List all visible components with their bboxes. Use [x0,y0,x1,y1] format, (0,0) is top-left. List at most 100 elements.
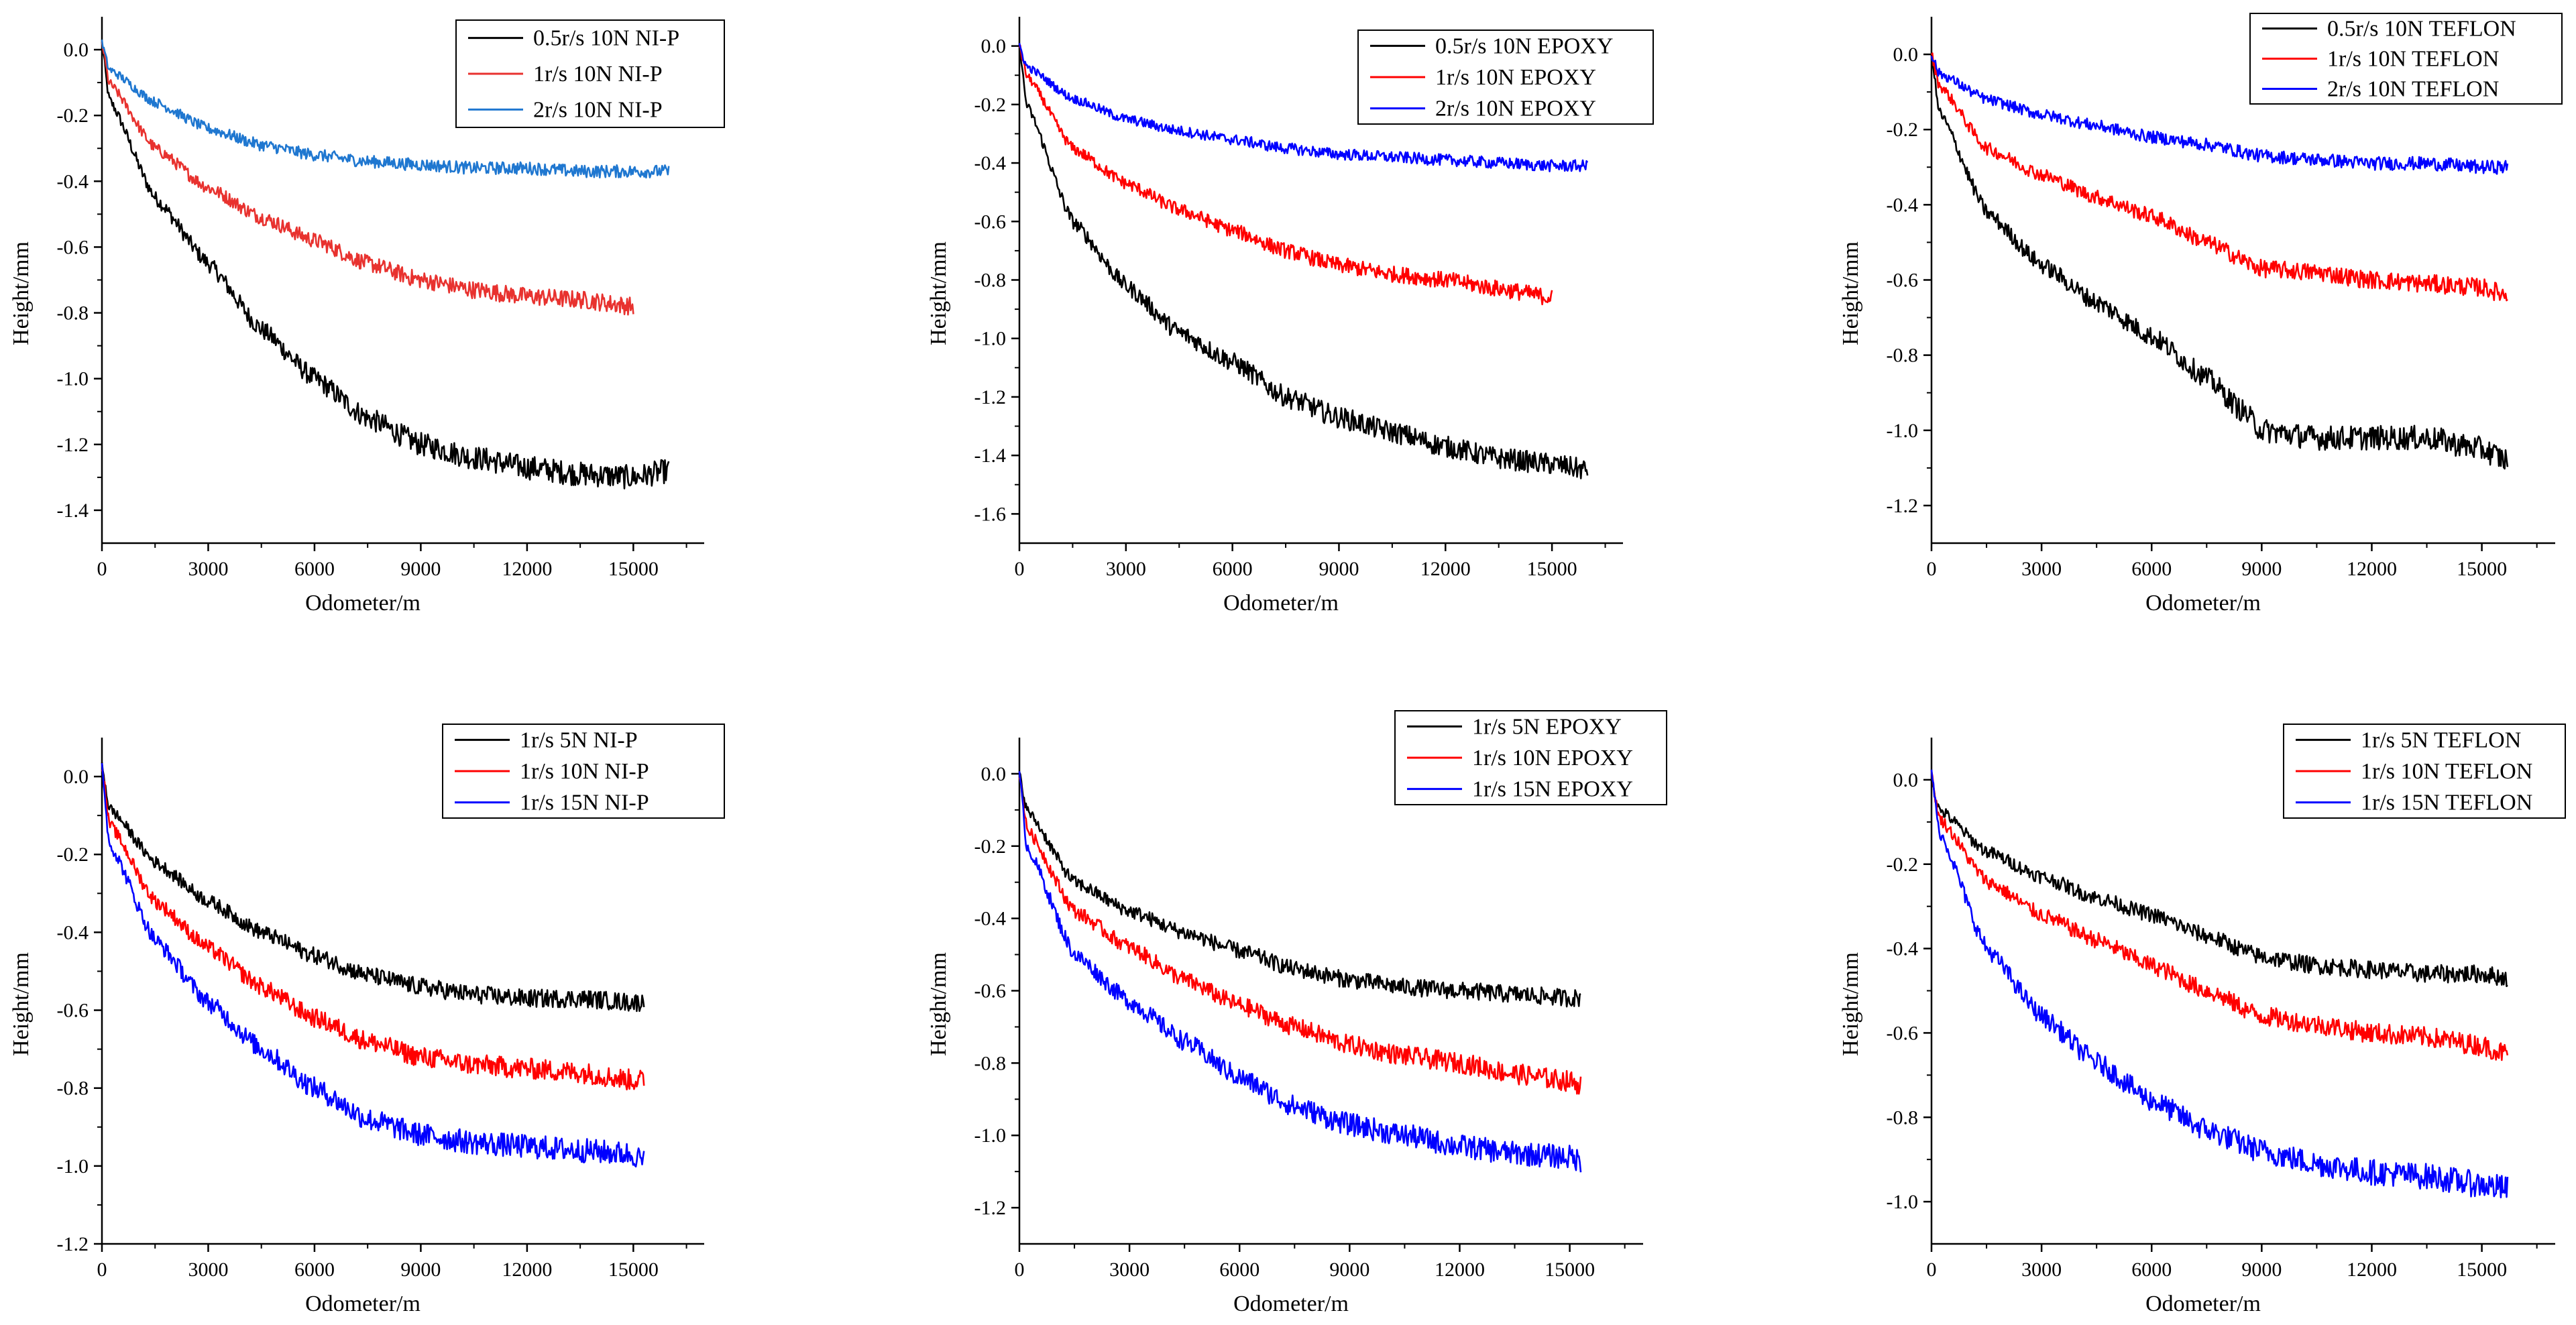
x-tick-label: 0 [1015,1259,1025,1281]
series-line-1 [101,762,645,1013]
y-axis-title: Height/mm [9,952,34,1056]
x-tick-label: 12000 [2347,1259,2397,1281]
y-tick-label: -0.4 [1887,194,1919,216]
legend: 0.5r/s 10N EPOXY 1r/s 10N EPOXY 2r/s 10N E… [1357,30,1654,125]
legend-label: 1r/s 10N TEFLON [2361,759,2532,784]
x-tick-label: 9000 [400,558,441,580]
y-tick-label: -0.6 [974,211,1007,233]
y-tick-label: -0.2 [1887,119,1919,141]
y-tick-label: -0.8 [974,1052,1007,1074]
x-tick-label: 3000 [2021,1259,2062,1281]
legend-label: 1r/s 5N NI-P [520,728,638,752]
legend-label: 0.5r/s 10N TEFLON [2327,17,2516,42]
x-tick-label: 9000 [2241,558,2282,580]
y-tick-label: -1.0 [974,1125,1007,1147]
legend: 1r/s 5N TEFLON 1r/s 10N TEFLON 1r/s 15N TE… [2283,724,2566,819]
y-tick-label: -1.4 [57,500,89,522]
y-tick-label: -1.2 [974,386,1007,408]
y-tick-label: -0.8 [1887,1106,1919,1129]
legend-label: 1r/s 10N TEFLON [2327,47,2499,72]
series-line-3 [1018,771,1582,1173]
series-line-1 [101,42,670,489]
x-tick-label: 0 [1927,1259,1937,1281]
legend: 1r/s 5N EPOXY 1r/s 10N EPOXY 1r/s 15N EPOX… [1394,710,1667,805]
legend-label: 0.5r/s 10N NI-P [533,26,679,51]
x-tick-label: 3000 [1109,1259,1150,1281]
chart-panel-4: 0.0 -0.2 -0.4 -0.6 -0.8 -1.0 -1.2 0 3000 6000 9000… [9,724,725,1316]
y-tick-label: 0.0 [64,766,89,788]
y-tick-label: -0.8 [57,302,89,325]
legend-label: 1r/s 5N TEFLON [2361,728,2521,752]
y-tick-label: -1.0 [57,1155,89,1177]
y-tick-label: -1.0 [57,368,89,390]
y-tick-label: -0.2 [57,844,89,866]
y-tick-label: -1.6 [974,503,1007,525]
x-tick-label: 15000 [608,1259,659,1281]
y-tick-label: -0.4 [1887,938,1919,960]
x-tick-label: 9000 [400,1259,441,1281]
y-tick-label: -1.2 [974,1197,1007,1219]
y-tick-label: -0.6 [57,236,89,258]
series-line-1 [1018,771,1581,1008]
y-tick-label: -0.4 [974,908,1007,930]
series-line-1 [1018,43,1589,479]
y-tick-label: 0.0 [64,39,89,61]
legend-label: 1r/s 15N NI-P [520,791,649,815]
x-tick-label: 6000 [1213,558,1253,580]
x-tick-label: 15000 [1527,558,1577,580]
y-tick-label: -0.6 [974,980,1007,1002]
x-tick-label: 6000 [294,558,335,580]
legend-label: 0.5r/s 10N EPOXY [1435,34,1613,58]
x-tick-label: 0 [97,1259,107,1281]
y-tick-label: -1.0 [1887,1191,1919,1213]
x-tick-label: 0 [1015,558,1025,580]
legend-label: 2r/s 10N EPOXY [1435,97,1596,121]
series-line-3 [1930,769,2509,1199]
y-tick-label: -0.2 [1887,854,1919,876]
x-tick-label: 6000 [2131,1259,2172,1281]
series-line-3 [101,762,645,1168]
series-line-3 [101,39,670,179]
x-tick-label: 9000 [1329,1259,1369,1281]
chart-panel-6: 0.0 -0.2 -0.4 -0.6 -0.8 -1.0 0 3000 6000 9000 1200… [1838,724,2566,1316]
legend-label: 2r/s 10N NI-P [533,97,663,122]
y-tick-label: 0.0 [1893,44,1919,66]
y-tick-label: -0.8 [1887,345,1919,367]
x-tick-label: 6000 [2131,558,2172,580]
series-line-2 [1930,770,2509,1061]
x-axis-title: Odometer/m [305,1291,421,1316]
x-tick-label: 6000 [294,1259,335,1281]
legend-label: 1r/s 10N NI-P [533,62,663,87]
chart-panel-3: 0.0 -0.2 -0.4 -0.6 -0.8 -1.0 -1.2 0 3000 6000 9000… [1838,13,2563,616]
legend-label: 1r/s 5N EPOXY [1472,714,1622,739]
x-tick-label: 3000 [2021,558,2062,580]
y-tick-label: -1.2 [57,1233,89,1255]
series-line-3 [1930,56,2509,175]
x-tick-label: 15000 [1545,1259,1595,1281]
series-line-2 [101,42,634,316]
x-tick-label: 9000 [2241,1259,2282,1281]
y-tick-label: -0.6 [1887,270,1919,292]
x-axis-title: Odometer/m [1233,1291,1349,1316]
y-axis-title: Height/mm [926,241,951,345]
y-tick-label: -0.6 [1887,1022,1919,1044]
y-tick-label: -1.0 [974,328,1007,350]
x-tick-label: 3000 [1106,558,1146,580]
y-tick-label: 0.0 [1893,769,1919,791]
legend-label: 2r/s 10N TEFLON [2327,77,2499,102]
x-tick-label: 12000 [502,1259,552,1281]
y-tick-label: 0.0 [981,763,1007,785]
x-axis-title: Odometer/m [2145,591,2261,616]
y-axis-title: Height/mm [1838,241,1863,345]
y-axis-title: Height/mm [926,952,951,1056]
y-tick-label: -0.4 [57,921,89,943]
x-tick-label: 12000 [1435,1259,1485,1281]
x-tick-label: 3000 [188,558,228,580]
series-line-2 [1018,44,1553,306]
series-line-2 [1018,777,1582,1095]
y-tick-label: -0.4 [57,170,89,192]
y-tick-label: -0.6 [57,1000,89,1022]
series-line-3 [1018,43,1589,172]
y-tick-label: -1.4 [974,445,1007,467]
